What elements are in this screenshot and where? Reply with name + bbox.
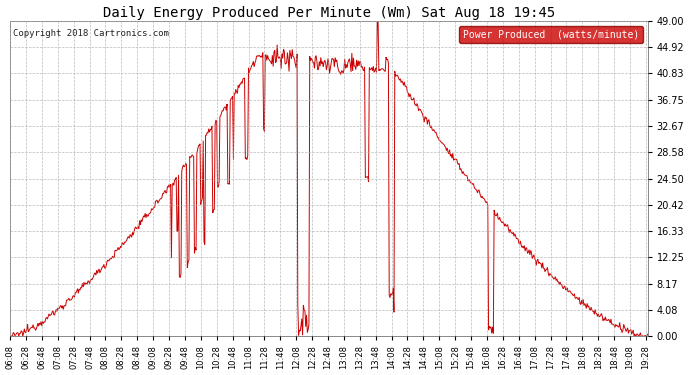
Text: Copyright 2018 Cartronics.com: Copyright 2018 Cartronics.com [13,28,169,38]
Title: Daily Energy Produced Per Minute (Wm) Sat Aug 18 19:45: Daily Energy Produced Per Minute (Wm) Sa… [103,6,555,20]
Legend: Power Produced  (watts/minute): Power Produced (watts/minute) [459,26,642,44]
